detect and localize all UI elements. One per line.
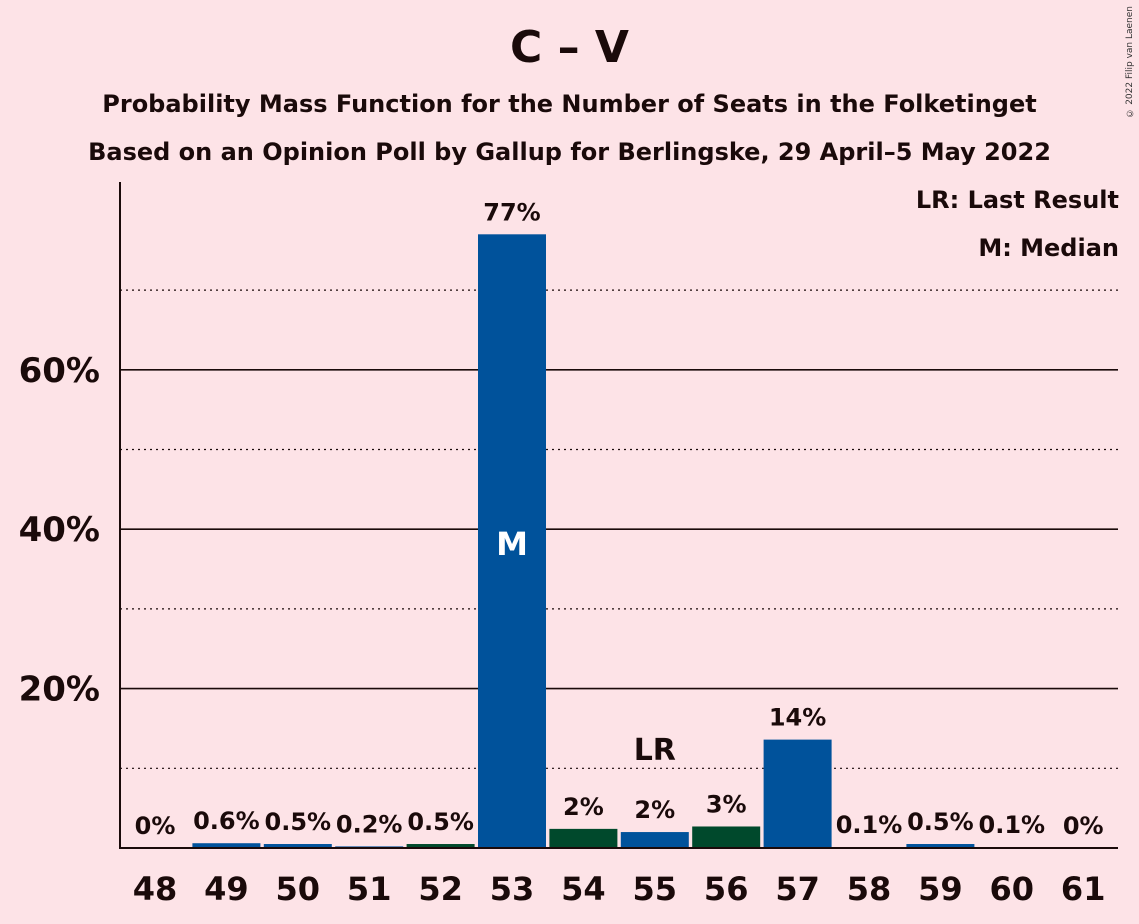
x-tick-label: 49 [204,870,249,908]
y-tick-label: 60% [19,351,100,391]
x-tick-label: 53 [490,870,535,908]
data-label: 0.6% [193,807,260,835]
x-tick-label: 54 [561,870,606,908]
x-tick-label: 55 [633,870,678,908]
data-label: 0% [135,812,176,840]
data-label: 0.5% [265,808,332,836]
data-label: 77% [483,198,540,226]
axes: 20% 40% 60% 48 49 50 51 52 53 54 55 56 57 58 59 60 61 [19,182,1118,908]
x-tick-label: 48 [133,870,178,908]
bar-seat-52 [406,844,475,848]
x-tick-label: 52 [418,870,463,908]
data-label: 2% [563,793,604,821]
data-label: 14% [769,704,826,732]
data-label: 2% [634,796,675,824]
bar-seat-56 [692,826,761,848]
grid-lines [120,289,1118,769]
bar-seat-57 [763,739,832,848]
y-tick-label: 40% [19,510,100,550]
bar-seat-59 [906,844,975,848]
bars [192,234,1046,848]
data-label: 0.5% [907,808,974,836]
chart-subtitle: Probability Mass Function for the Number… [102,90,1037,118]
bar-seat-54 [549,828,618,848]
data-label: 3% [706,790,747,818]
data-label: 0.1% [979,811,1046,839]
x-tick-label: 56 [704,870,749,908]
bar-seat-53 [478,234,546,848]
x-tick-label: 50 [276,870,321,908]
bar-seat-49 [192,843,261,848]
chart-title: C – V [510,22,629,73]
bar-seat-50 [263,844,332,848]
data-label: 0.1% [836,811,903,839]
data-label: 0.5% [407,808,474,836]
chart-subtitle-source: Based on an Opinion Poll by Gallup for B… [88,138,1051,166]
x-tick-label: 58 [847,870,892,908]
median-marker: M [496,525,528,563]
x-tick-label: 57 [775,870,820,908]
bar-seat-55 [620,832,689,848]
data-labels: 0% 0.6% 0.5% 0.2% 0.5%77%M2% 2%LR3%14%0.1% 0.5… [135,198,1104,840]
legend-last-result: LR: Last Result [915,186,1119,214]
legend-median: M: Median [978,234,1119,262]
last-result-marker: LR [634,733,676,768]
x-tick-label: 61 [1061,870,1106,908]
x-tick-label: 51 [347,870,392,908]
y-tick-label: 20% [19,670,100,710]
data-label: 0.2% [336,810,403,838]
x-tick-label: 59 [918,870,963,908]
x-tick-label: 60 [990,870,1035,908]
data-label: 0% [1063,812,1104,840]
